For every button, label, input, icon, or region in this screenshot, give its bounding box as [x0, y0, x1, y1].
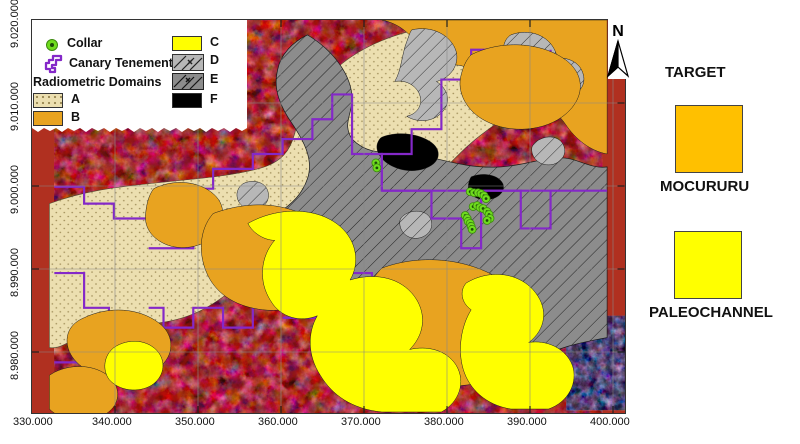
svg-text:N: N — [612, 23, 624, 40]
